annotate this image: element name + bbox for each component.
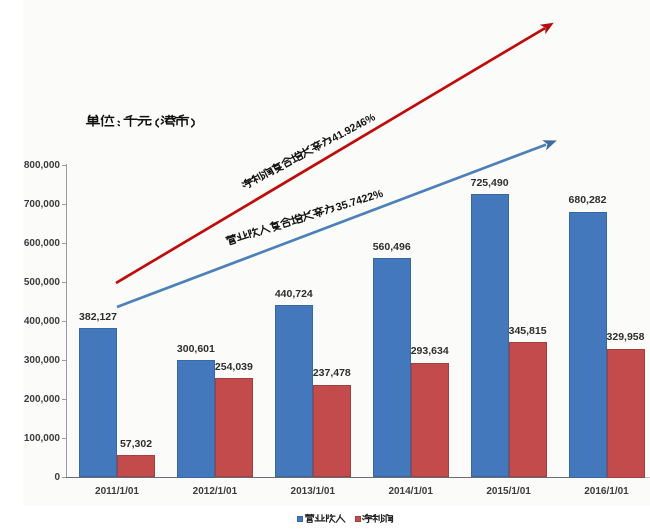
- svg-text:35.7422%: 35.7422%: [334, 188, 385, 214]
- svg-text:41.9246%: 41.9246%: [330, 111, 378, 144]
